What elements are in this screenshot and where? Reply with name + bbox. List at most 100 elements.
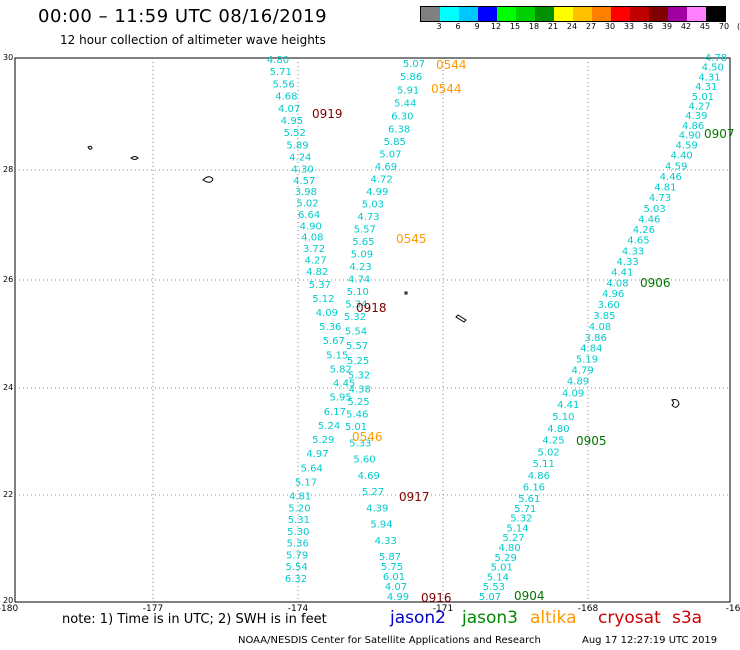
- pass-time-label: 0906: [640, 276, 671, 290]
- pass-time-label: 0919: [312, 107, 343, 121]
- lat-lon-grid: [15, 58, 730, 602]
- color-scale-label: 36: [642, 22, 654, 31]
- color-scale-label: 39: [661, 22, 673, 31]
- pass-time-label: 0905: [576, 434, 607, 448]
- wave-height-label: 3.85: [593, 311, 615, 322]
- color-swatch: [706, 7, 725, 21]
- altimeter-tracks: 4.805.715.564.684.074.955.525.894.244.30…: [267, 53, 727, 603]
- axis-tick-labels: -180 -177 -174 -171 -168 -16 30 28 26 24 22 20: [0, 53, 740, 614]
- color-scale-label: 18: [528, 22, 540, 31]
- wave-height-label: 4.90: [679, 131, 701, 142]
- color-scale-label: 45: [699, 22, 711, 31]
- wave-height-label: 5.64: [301, 463, 323, 474]
- wave-height-label: 4.69: [358, 471, 380, 482]
- wave-height-label: 5.33: [349, 438, 371, 449]
- wave-height-label: 4.99: [366, 187, 388, 198]
- wave-height-label: 5.61: [518, 494, 540, 505]
- wave-height-label: 5.19: [576, 355, 598, 366]
- wave-height-label: 4.86: [528, 471, 550, 482]
- wave-height-label: 4.39: [366, 503, 388, 514]
- island-outline: [87, 145, 93, 150]
- color-scale-label: 6: [455, 22, 461, 31]
- legend-cryosat: cryosat: [598, 608, 661, 628]
- wave-height-label: 4.57: [293, 176, 315, 187]
- y-tick-label: 22: [3, 490, 13, 499]
- wave-height-label: 4.41: [557, 400, 579, 411]
- wave-height-label: 5.07: [479, 592, 501, 603]
- color-scale-label: 70: [718, 22, 730, 31]
- wave-height-label: 4.31: [695, 82, 717, 93]
- wave-height-label: 5.36: [319, 322, 341, 333]
- wave-height-label: 5.82: [330, 364, 352, 375]
- wave-height-label: 4.69: [375, 162, 397, 173]
- color-swatch: [440, 7, 459, 21]
- wave-height-label: 4.27: [305, 255, 327, 266]
- wave-height-label: 4.80: [498, 543, 520, 554]
- wave-height-label: 3.86: [585, 333, 607, 344]
- color-scale-label: 3: [436, 22, 442, 31]
- wave-height-label: 4.78: [705, 53, 727, 64]
- wave-height-label: 6.38: [388, 125, 410, 136]
- wave-height-label: 4.74: [348, 275, 370, 286]
- wave-height-label: 5.54: [345, 327, 367, 338]
- color-scale-label: 12: [490, 22, 502, 31]
- y-tick-label: 30: [3, 53, 13, 62]
- wave-height-label: 4.59: [665, 161, 687, 172]
- wave-height-label: 6.16: [523, 483, 545, 494]
- color-swatch: [421, 7, 440, 21]
- island-outline: [202, 176, 214, 183]
- wave-height-label: 5.17: [295, 477, 317, 488]
- wave-height-label: 4.09: [562, 388, 584, 399]
- x-tick-label: -16: [726, 604, 740, 614]
- wave-height-label: 5.52: [284, 128, 306, 139]
- wave-height-label: 4.68: [275, 92, 297, 103]
- pass-time-label: 0907: [704, 127, 735, 141]
- y-tick-label: 26: [3, 275, 13, 284]
- y-tick-label: 20: [3, 596, 13, 605]
- color-scale-label: 30: [604, 22, 616, 31]
- wave-height-label: 5.85: [384, 137, 406, 148]
- wave-height-label: 5.09: [351, 250, 373, 261]
- color-scale-label: 42: [680, 22, 692, 31]
- wave-height-label: 5.32: [510, 514, 532, 525]
- wave-height-label: 4.38: [349, 385, 371, 396]
- wave-height-label: 4.30: [292, 164, 314, 175]
- pass-time-label: 0544: [431, 82, 462, 96]
- wave-height-label: 5.71: [514, 504, 536, 515]
- map-title: 00:00 – 11:59 UTC 08/16/2019: [38, 6, 328, 27]
- wave-height-label: 5.25: [347, 356, 369, 367]
- color-swatch: [573, 7, 592, 21]
- wave-height-label: 5.95: [329, 393, 351, 404]
- wave-height-label: 4.65: [627, 236, 649, 247]
- wave-height-label: 4.82: [306, 267, 328, 278]
- wave-height-label: 5.44: [394, 98, 416, 109]
- wave-height-label: 4.07: [278, 104, 300, 115]
- wave-height-label: 5.57: [354, 225, 376, 236]
- color-swatch: [535, 7, 554, 21]
- color-swatch: [668, 7, 687, 21]
- color-swatch: [592, 7, 611, 21]
- island-outline: [404, 291, 408, 295]
- wave-height-label: 4.08: [301, 233, 323, 244]
- wave-height-label: 4.45: [333, 379, 355, 390]
- wave-height-label: 5.15: [326, 350, 348, 361]
- color-swatch: [478, 7, 497, 21]
- footer-credit: NOAA/NESDIS Center for Satellite Applica…: [238, 635, 541, 646]
- island-outline: [130, 156, 139, 160]
- x-tick-label: -177: [143, 604, 163, 614]
- wave-height-label: 4.25: [542, 436, 564, 447]
- wave-height-label: 5.87: [379, 552, 401, 563]
- wave-height-label: 5.24: [318, 421, 340, 432]
- x-tick-label: -168: [578, 604, 599, 614]
- wave-height-label: 4.59: [675, 140, 697, 151]
- color-scale-bar: [420, 6, 726, 22]
- wave-height-label: 4.31: [698, 72, 720, 83]
- wave-height-label: 5.27: [502, 533, 524, 544]
- wave-height-label: 5.54: [285, 562, 307, 573]
- x-tick-label: -171: [433, 604, 453, 614]
- wave-height-label: 5.37: [309, 280, 331, 291]
- map-frame: [14, 57, 731, 603]
- wave-height-label: 4.73: [357, 212, 379, 223]
- wave-height-label: 4.46: [638, 214, 660, 225]
